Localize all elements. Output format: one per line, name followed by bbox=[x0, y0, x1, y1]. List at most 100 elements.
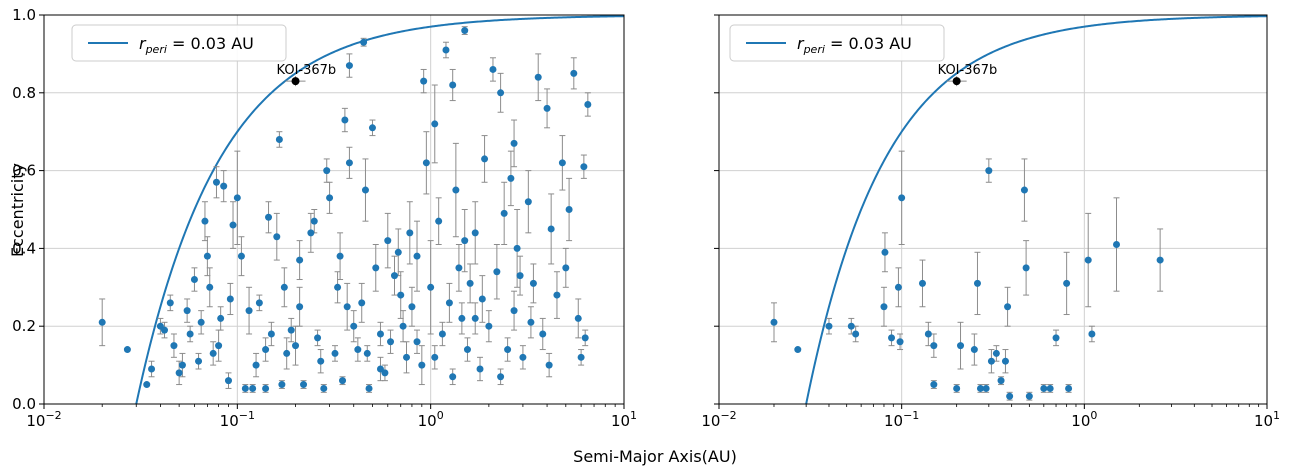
data-point bbox=[565, 206, 573, 213]
data-point bbox=[481, 155, 489, 163]
data-point bbox=[1004, 303, 1012, 311]
data-point bbox=[438, 330, 446, 338]
y-tick-label: 0.4 bbox=[12, 239, 36, 257]
legend-label-left: rperi = 0.03 AU bbox=[139, 34, 254, 56]
data-point bbox=[930, 342, 938, 350]
data-point bbox=[372, 264, 380, 272]
data-point bbox=[485, 322, 493, 330]
data-point bbox=[1046, 384, 1054, 392]
data-point bbox=[957, 342, 965, 350]
data-point bbox=[267, 330, 275, 338]
data-point bbox=[314, 334, 322, 342]
points-left bbox=[98, 27, 592, 392]
data-point bbox=[431, 120, 439, 128]
data-point bbox=[852, 330, 860, 338]
data-point bbox=[422, 159, 430, 167]
data-point bbox=[215, 342, 223, 350]
data-point bbox=[427, 283, 435, 291]
data-point bbox=[292, 342, 300, 350]
data-point bbox=[880, 303, 888, 311]
y-tick-label: 0.2 bbox=[12, 317, 36, 335]
plot-frame-right bbox=[718, 14, 1268, 405]
data-point bbox=[339, 377, 347, 385]
data-point bbox=[982, 384, 990, 392]
data-point bbox=[463, 346, 471, 354]
data-point bbox=[394, 248, 402, 256]
data-point bbox=[1001, 357, 1009, 365]
data-point bbox=[334, 283, 342, 291]
data-point bbox=[1063, 279, 1071, 287]
data-point bbox=[237, 252, 245, 260]
x-tick-label: 10−1 bbox=[220, 409, 255, 430]
data-point bbox=[455, 264, 463, 272]
data-point bbox=[320, 384, 328, 392]
data-point bbox=[466, 279, 474, 287]
data-point bbox=[497, 373, 505, 381]
data-point bbox=[224, 377, 232, 385]
rperi-curve-line bbox=[135, 15, 624, 404]
curve-left bbox=[135, 15, 624, 404]
data-point bbox=[376, 365, 384, 373]
x-tick-label: 100 bbox=[418, 409, 444, 430]
data-point bbox=[449, 81, 457, 89]
y-tick-label: 0.6 bbox=[12, 162, 36, 180]
curve-right bbox=[805, 15, 1267, 404]
data-point bbox=[539, 330, 547, 338]
data-point bbox=[217, 314, 225, 322]
highlight-point bbox=[291, 77, 300, 86]
data-point bbox=[365, 384, 373, 392]
data-point bbox=[497, 89, 505, 97]
data-point bbox=[123, 346, 131, 354]
data-point bbox=[255, 299, 263, 307]
data-point bbox=[233, 194, 241, 202]
data-point bbox=[229, 221, 237, 229]
x-axis-label: Semi-Major Axis(AU) bbox=[573, 447, 737, 466]
data-point bbox=[195, 357, 203, 365]
data-point bbox=[343, 303, 351, 311]
data-point bbox=[1084, 256, 1092, 264]
x-tick-label: 101 bbox=[611, 409, 637, 430]
data-point bbox=[278, 381, 286, 389]
y-tick-label: 0.8 bbox=[12, 84, 36, 102]
data-point bbox=[953, 384, 961, 392]
data-point bbox=[280, 283, 288, 291]
data-point bbox=[249, 384, 257, 392]
data-point bbox=[283, 349, 291, 357]
data-point bbox=[500, 209, 508, 217]
data-point bbox=[203, 252, 211, 260]
data-point bbox=[545, 361, 553, 369]
data-point bbox=[175, 369, 183, 377]
legend-label-right: rperi = 0.03 AU bbox=[797, 34, 912, 56]
data-point bbox=[262, 346, 270, 354]
data-point bbox=[307, 229, 315, 237]
data-point bbox=[384, 237, 392, 245]
data-point bbox=[326, 194, 334, 202]
data-point bbox=[504, 346, 512, 354]
data-point bbox=[529, 279, 537, 287]
data-point bbox=[507, 174, 515, 182]
data-point bbox=[992, 349, 1000, 357]
data-point bbox=[930, 381, 938, 389]
data-point bbox=[478, 295, 486, 303]
data-point bbox=[577, 353, 585, 361]
data-point bbox=[390, 272, 398, 280]
data-point bbox=[976, 384, 984, 392]
data-point bbox=[190, 276, 198, 284]
data-point bbox=[406, 229, 414, 237]
data-point bbox=[513, 244, 521, 252]
x-tick-label: 10−1 bbox=[884, 409, 919, 430]
data-point bbox=[987, 357, 995, 365]
data-point bbox=[296, 256, 304, 264]
data-point bbox=[148, 365, 156, 373]
legend-left: rperi = 0.03 AU bbox=[71, 24, 287, 62]
data-point bbox=[1156, 256, 1164, 264]
data-point bbox=[449, 373, 457, 381]
data-point bbox=[516, 272, 524, 280]
data-point bbox=[431, 353, 439, 361]
data-point bbox=[170, 342, 178, 350]
y-tick-label: 1.0 bbox=[12, 6, 36, 24]
data-point bbox=[418, 361, 426, 369]
data-point bbox=[458, 314, 466, 322]
data-point bbox=[178, 361, 186, 369]
